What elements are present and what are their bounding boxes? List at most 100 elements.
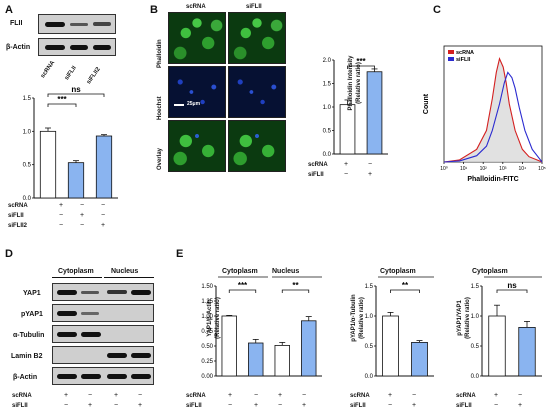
header-line-nucleus [104, 277, 154, 278]
legend-swatch [448, 57, 454, 61]
cond-d-mark: + [114, 392, 119, 399]
cond-b-mark: − [344, 171, 349, 178]
lane-label-scrna: scRNA [40, 59, 57, 80]
micro-row-hoechst: Hoechst [157, 96, 163, 120]
e1-ylabel: YAP1/β-Actin [207, 299, 213, 337]
cond-e3-mark: + [494, 392, 499, 399]
scale-bar-label: 25μm [187, 101, 201, 107]
bar [366, 71, 383, 155]
cond-e1-mark: + [302, 402, 307, 409]
significance-bracket [347, 65, 375, 69]
panel-a-label: A [5, 4, 13, 16]
chart-e3: 0.0 0.5 1.0 1.5 ns [471, 276, 542, 380]
legend-swatch [448, 50, 454, 54]
y-tick-label: 1.5 [23, 96, 32, 102]
cond-e2-mark: − [388, 402, 393, 409]
x-axis-label: Phalloidin-FITC [467, 176, 518, 183]
cond-e1-mark: + [278, 392, 283, 399]
y-tick-label: 1.0 [23, 129, 32, 135]
lane-label-siflii: siFLII [64, 65, 78, 82]
bar [95, 135, 113, 199]
legend-label: siFLII [456, 57, 471, 63]
blot-label-beta-actin: β-Actin [6, 44, 31, 51]
y-tick-label: 0.0 [365, 374, 374, 380]
blot-label-pyap1: pYAP1 [21, 311, 43, 318]
cond-b-row-1-label: scRNA [308, 162, 328, 168]
bar [39, 130, 57, 199]
lane-label-siflii2: siFLII2 [86, 66, 102, 86]
y-tick-label: 1.5 [365, 284, 374, 290]
x-tick-label: 10³ [499, 166, 507, 172]
cond-a-mark: + [80, 212, 85, 219]
blot-label-lamin-b2: Lamin B2 [11, 353, 43, 360]
cond-e3-mark: − [518, 392, 523, 399]
e1-ylabel-unit: (Relative ratio) [215, 297, 221, 339]
significance-bracket [47, 103, 77, 107]
bar [274, 345, 290, 377]
legend-label: scRNA [456, 50, 474, 56]
blot-label-beta-actin-d: β-Actin [13, 374, 38, 381]
y-tick-label: 0.0 [471, 374, 480, 380]
cond-a-row-1-label: scRNA [8, 203, 28, 209]
micrograph-overlay-siflii [228, 120, 286, 172]
bar [248, 342, 264, 377]
blot-label-flii: FLII [10, 20, 23, 27]
y-tick-label: 0.5 [323, 129, 332, 135]
cond-e1-mark: + [254, 402, 259, 409]
x-tick-label: 10¹ [460, 166, 468, 172]
significance-bracket [281, 289, 310, 293]
blot-lamin-b2 [52, 346, 154, 364]
cond-e1-row-2-label: siFLII [186, 403, 202, 409]
y-tick-label: 0.0 [323, 152, 332, 158]
chart-b: 0.0 0.5 1.0 1.5 2.0 *** [323, 57, 388, 158]
cond-a-mark: − [101, 212, 106, 219]
cond-a-row-2-label: siFLII [8, 213, 24, 219]
cond-a-row-3-label: siFLII2 [8, 223, 28, 229]
cond-e3-mark: + [518, 402, 523, 409]
y-axis-label: Count [423, 93, 430, 114]
y-tick-label: 0.25 [201, 359, 213, 365]
significance-label: *** [238, 281, 248, 290]
e3-ylabel: pYAP1/YAP1 [457, 300, 463, 336]
e3-title-cytoplasm: Cytoplasm [472, 268, 508, 275]
significance-bracket [390, 289, 420, 293]
significance-label: ** [292, 281, 299, 290]
blot-alpha-tubulin [52, 325, 154, 343]
cond-e2-mark: + [412, 402, 417, 409]
e2-ylabel: pYAP1/α-Tubulin [351, 294, 357, 342]
cond-e2-row-1-label: scRNA [350, 393, 370, 399]
header-line-cytoplasm [52, 277, 102, 278]
chart-a: 0.0 0.5 1.0 1.5 *** ns [23, 86, 118, 201]
x-tick-label: 10⁵ [538, 166, 546, 172]
e3-ylabel-unit: (Relative ratio) [465, 297, 471, 339]
y-tick-label: 0.5 [471, 344, 480, 350]
cond-d-mark: − [88, 392, 93, 399]
chart-e1: 0.000.250.500.751.001.251.50 *** ** [201, 276, 322, 380]
cond-d-mark: + [64, 392, 69, 399]
bar [301, 320, 317, 377]
x-tick-label: 10⁰ [440, 166, 448, 172]
scale-bar [174, 104, 184, 106]
significance-bracket [496, 289, 528, 293]
cond-b-mark: + [368, 171, 373, 178]
chart-b-ylabel-unit: (Relative ratio) [356, 62, 362, 104]
bar [411, 342, 428, 377]
x-tick-label: 10² [480, 166, 488, 172]
blot-label-alpha-tubulin: α-Tubulin [13, 332, 45, 339]
significance-bracket [47, 93, 105, 97]
y-tick-label: 1.0 [365, 314, 374, 320]
cond-d-mark: + [138, 402, 143, 409]
significance-bracket [228, 289, 257, 293]
y-tick-label: 1.0 [471, 314, 480, 320]
cond-d-row-1-label: scRNA [12, 393, 32, 399]
y-tick-label: 1.25 [201, 299, 213, 305]
cond-e1-mark: − [278, 402, 283, 409]
y-tick-label: 1.00 [201, 314, 213, 320]
significance-label: *** [57, 95, 67, 104]
micro-col-siflii: siFLII [246, 4, 262, 10]
y-tick-label: 1.0 [323, 105, 332, 111]
panel-b-label: B [150, 4, 158, 16]
e2-ylabel-unit: (Relative ratio) [359, 297, 365, 339]
cond-e1-mark: − [228, 402, 233, 409]
cond-a-mark: − [80, 202, 85, 209]
